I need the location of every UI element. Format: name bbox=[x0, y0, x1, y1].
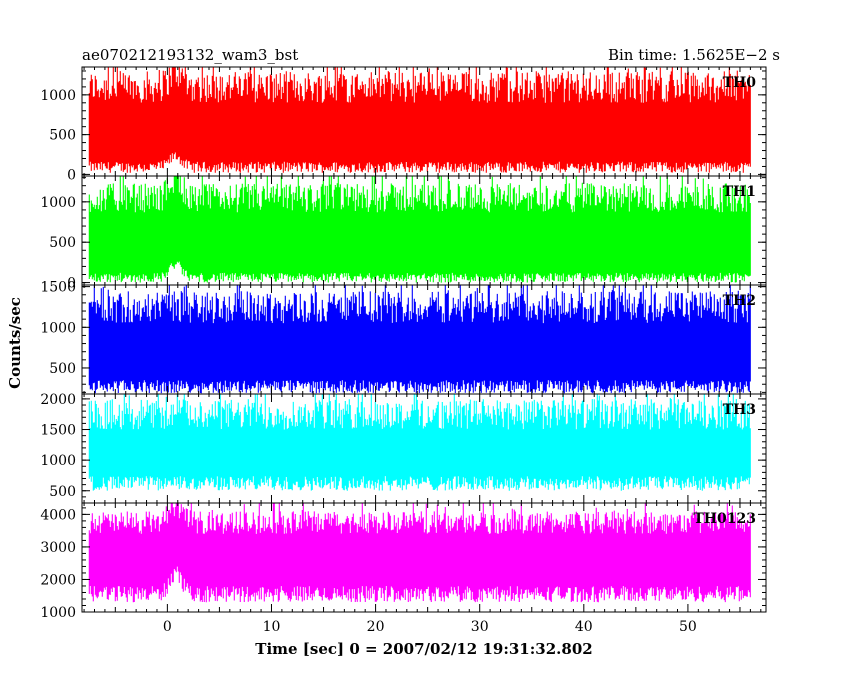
x-tick-label: 30 bbox=[471, 619, 489, 635]
panels-group: 0 500 1000 TH0 0 500 1000 TH1 500 1000 1500 TH2 500 1… bbox=[40, 66, 767, 621]
series-th1 bbox=[88, 176, 751, 283]
series-th0 bbox=[88, 67, 751, 173]
y-axis-label: Counts/sec bbox=[6, 297, 24, 389]
x-tick-label: 0 bbox=[163, 619, 172, 635]
y-tick-label: 2000 bbox=[40, 572, 76, 588]
x-axis: 0 10 20 30 40 50 bbox=[163, 619, 697, 635]
y-tick-label: 500 bbox=[49, 235, 76, 251]
y-tick-label: 1000 bbox=[40, 605, 76, 621]
panel-th3: 500 1000 1500 2000 TH3 bbox=[40, 392, 767, 504]
panel-label: TH0 bbox=[723, 75, 757, 91]
panel-th0123: 1000 2000 3000 4000 TH0123 bbox=[40, 502, 767, 621]
y-tick-label: 0 bbox=[67, 276, 76, 292]
panel-label: TH3 bbox=[723, 402, 756, 418]
x-tick-label: 40 bbox=[575, 619, 593, 635]
y-tick-label: 500 bbox=[49, 484, 76, 500]
y-tick-label: 1500 bbox=[40, 280, 76, 296]
panel-th0: 0 500 1000 TH0 bbox=[40, 66, 767, 183]
panel-th2: 500 1000 1500 TH2 bbox=[40, 280, 767, 395]
y-tick-label: 4000 bbox=[40, 507, 76, 523]
y-tick-label: 1000 bbox=[40, 195, 76, 211]
y-tick-label: 0 bbox=[67, 167, 76, 183]
y-tick-label: 3000 bbox=[40, 540, 76, 556]
panel-label: TH2 bbox=[723, 293, 756, 309]
x-axis-label: Time [sec] 0 = 2007/02/12 19:31:32.802 bbox=[255, 640, 592, 658]
x-tick-label: 10 bbox=[263, 619, 281, 635]
y-tick-label: 1000 bbox=[40, 453, 76, 469]
series-th0123 bbox=[88, 503, 751, 603]
y-tick-label: 500 bbox=[49, 361, 76, 377]
y-tick-label: 500 bbox=[49, 128, 76, 144]
panel-frame bbox=[81, 502, 767, 613]
panel-th1: 0 500 1000 TH1 bbox=[40, 175, 767, 292]
x-tick-label: 50 bbox=[679, 619, 697, 635]
y-tick-label: 1000 bbox=[40, 88, 76, 104]
panel-label: TH1 bbox=[723, 184, 756, 200]
chart-title-left: ae070212193132_wam3_bst bbox=[82, 46, 298, 64]
y-tick-label: 1500 bbox=[40, 423, 76, 439]
series-th3 bbox=[88, 394, 751, 491]
chart-title-right: Bin time: 1.5625E−2 s bbox=[608, 46, 780, 64]
y-tick-label: 2000 bbox=[40, 392, 76, 408]
series-th2 bbox=[88, 285, 751, 394]
x-tick-label: 20 bbox=[367, 619, 385, 635]
y-tick-label: 1000 bbox=[40, 320, 76, 336]
panel-label: TH0123 bbox=[693, 511, 756, 527]
